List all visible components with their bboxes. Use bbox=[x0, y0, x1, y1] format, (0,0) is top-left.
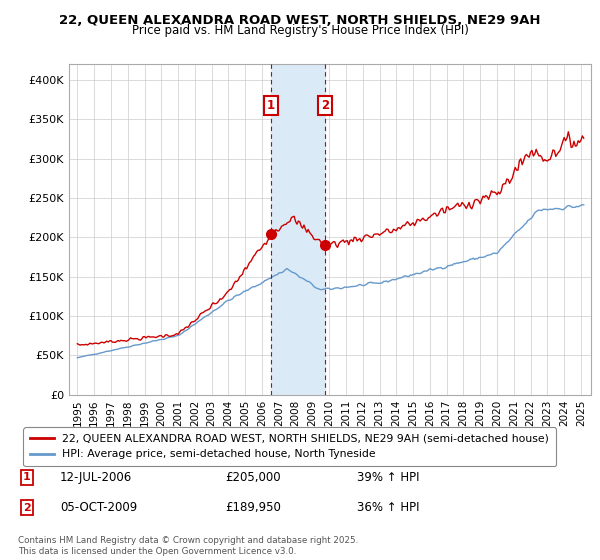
Text: 2: 2 bbox=[23, 503, 31, 513]
Text: 05-OCT-2009: 05-OCT-2009 bbox=[60, 501, 137, 515]
Text: 12-JUL-2006: 12-JUL-2006 bbox=[60, 470, 132, 484]
Text: Contains HM Land Registry data © Crown copyright and database right 2025.
This d: Contains HM Land Registry data © Crown c… bbox=[18, 536, 358, 556]
Text: 22, QUEEN ALEXANDRA ROAD WEST, NORTH SHIELDS, NE29 9AH: 22, QUEEN ALEXANDRA ROAD WEST, NORTH SHI… bbox=[59, 14, 541, 27]
Legend: 22, QUEEN ALEXANDRA ROAD WEST, NORTH SHIELDS, NE29 9AH (semi-detached house), HP: 22, QUEEN ALEXANDRA ROAD WEST, NORTH SHI… bbox=[23, 427, 556, 466]
Text: Price paid vs. HM Land Registry's House Price Index (HPI): Price paid vs. HM Land Registry's House … bbox=[131, 24, 469, 37]
Text: 2: 2 bbox=[321, 99, 329, 112]
Text: 1: 1 bbox=[267, 99, 275, 112]
Text: 1: 1 bbox=[23, 472, 31, 482]
Text: 36% ↑ HPI: 36% ↑ HPI bbox=[357, 501, 419, 515]
Text: 39% ↑ HPI: 39% ↑ HPI bbox=[357, 470, 419, 484]
Bar bbox=[271, 64, 325, 395]
Text: £205,000: £205,000 bbox=[225, 470, 281, 484]
Text: £189,950: £189,950 bbox=[225, 501, 281, 515]
